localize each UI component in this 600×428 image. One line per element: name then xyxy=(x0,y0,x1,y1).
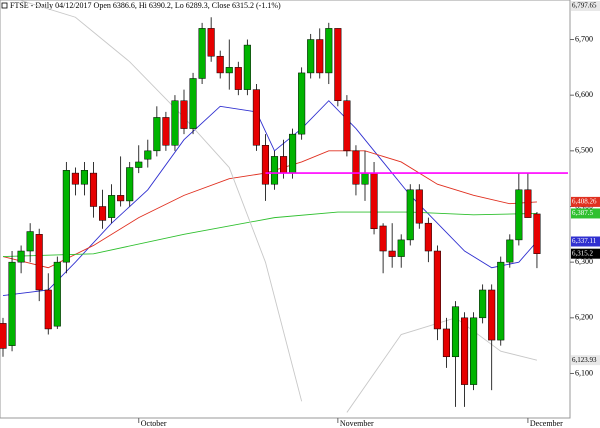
candle-body xyxy=(99,206,107,221)
candle-body xyxy=(225,67,233,74)
candle-body xyxy=(361,172,369,185)
y-tick-label: 6,600 xyxy=(575,90,593,99)
candle-body xyxy=(388,250,396,257)
candle-body xyxy=(180,100,188,129)
candle-body xyxy=(108,195,116,218)
price-label: 6,123.93 xyxy=(572,356,597,364)
price-label: 6,387.5 xyxy=(572,209,594,217)
candle-body xyxy=(379,225,387,252)
candle-body xyxy=(451,306,460,358)
candle-body xyxy=(243,44,251,90)
candle-body xyxy=(261,145,269,185)
price-label-box xyxy=(571,208,600,219)
y-tick-label: 6,500 xyxy=(575,146,593,155)
candle-body xyxy=(144,150,152,160)
candle-body xyxy=(488,289,496,341)
candle-body xyxy=(442,328,450,358)
candle-body xyxy=(307,39,315,74)
candle-body xyxy=(289,133,297,174)
candle-body xyxy=(35,234,43,291)
candle-body xyxy=(524,189,532,218)
y-tick-label: 6,100 xyxy=(575,368,593,377)
candle-body xyxy=(424,222,432,252)
price-label: 6,315.2 xyxy=(572,249,594,257)
candle-body xyxy=(117,195,125,202)
x-tick-label: October xyxy=(141,419,167,428)
indicator-line xyxy=(2,150,537,269)
candle-body xyxy=(126,167,134,202)
candle-body xyxy=(26,231,34,252)
candle-body xyxy=(71,172,79,185)
candle-body xyxy=(479,289,487,319)
price-label: 6,797.65 xyxy=(572,2,597,10)
candle-body xyxy=(0,323,7,349)
candle-body xyxy=(370,172,378,230)
candle-body xyxy=(325,28,333,74)
candle-body xyxy=(162,117,170,146)
candle-body xyxy=(252,89,260,146)
price-label-box xyxy=(571,236,600,247)
price-label-box xyxy=(571,196,600,207)
candle-body xyxy=(135,161,143,168)
candle-body xyxy=(506,239,514,263)
candle-body xyxy=(189,78,197,129)
indicator-line xyxy=(2,211,537,258)
candle-body xyxy=(397,239,405,257)
price-label: 6,337.11 xyxy=(572,237,597,245)
candle-body xyxy=(198,28,206,79)
candle-body xyxy=(8,261,16,346)
candle-body xyxy=(53,261,61,327)
candle-body xyxy=(334,28,342,101)
candle-body xyxy=(171,100,179,146)
candle-body xyxy=(415,189,423,224)
candle-body xyxy=(433,250,441,330)
candle-body xyxy=(316,39,324,74)
candle-body xyxy=(470,317,478,385)
y-tick-label: 6,200 xyxy=(575,313,593,322)
candle-body xyxy=(298,72,306,135)
candle-body xyxy=(44,289,52,330)
price-label: 6,408.26 xyxy=(572,198,597,206)
candle-body xyxy=(216,55,224,74)
price-label-box xyxy=(571,248,600,259)
candle-body xyxy=(234,67,242,90)
candle-body xyxy=(153,117,161,152)
candle-body xyxy=(89,172,98,207)
price-label-box xyxy=(571,1,600,11)
candle-body xyxy=(62,170,70,263)
chart-title: FTSE - Daily 04/12/2017 Open 6386.6, Hi … xyxy=(10,1,281,10)
y-tick-label: 6,700 xyxy=(575,34,593,43)
y-tick-label: 6,300 xyxy=(575,257,593,266)
title-icon xyxy=(1,2,8,9)
candle-body xyxy=(343,100,351,152)
candle-body xyxy=(352,150,360,185)
candle-body xyxy=(270,156,279,185)
candle-body xyxy=(207,28,215,57)
candle-body xyxy=(80,170,89,185)
candle-body xyxy=(280,156,288,174)
candle-body xyxy=(515,189,523,241)
candle-body xyxy=(497,261,505,341)
plot-frame xyxy=(0,0,571,419)
candle-body xyxy=(461,317,469,385)
candle-body xyxy=(17,250,25,263)
candle-body xyxy=(406,189,414,241)
price-label-box xyxy=(571,355,600,366)
x-tick-label: December xyxy=(530,419,563,428)
candle-body xyxy=(533,213,541,254)
x-tick-label: November xyxy=(340,419,374,428)
